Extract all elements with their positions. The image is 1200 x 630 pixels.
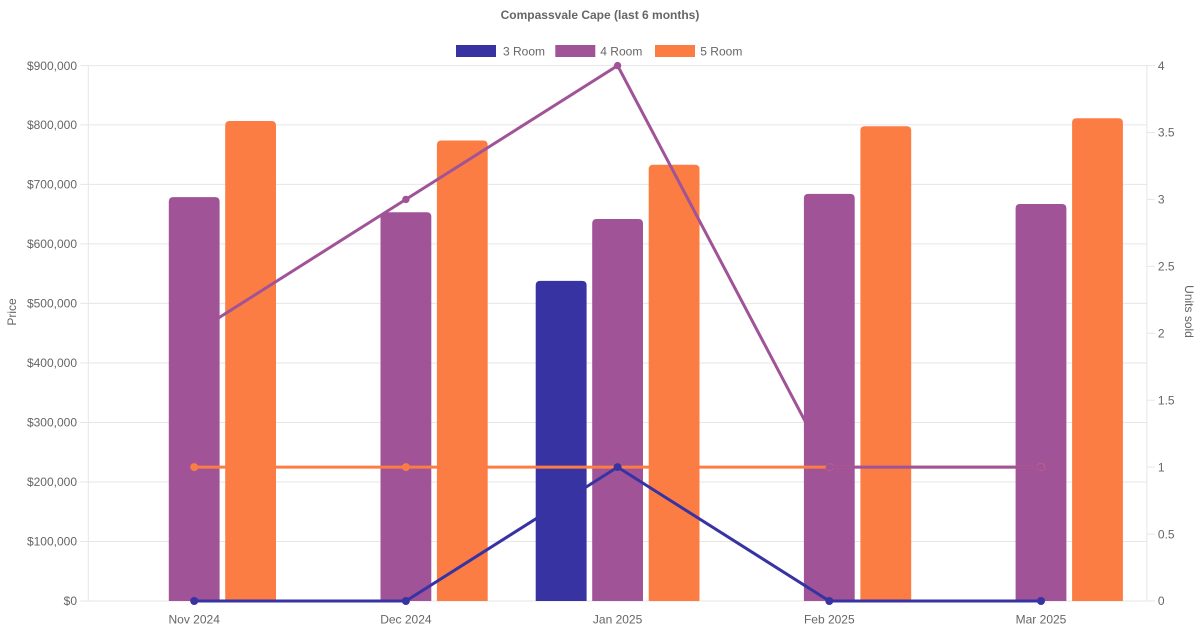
svg-text:$900,000: $900,000	[27, 59, 77, 73]
svg-text:1.5: 1.5	[1158, 393, 1175, 407]
svg-text:$800,000: $800,000	[27, 118, 77, 132]
svg-text:3 Room: 3 Room	[503, 44, 545, 58]
svg-text:Feb 2025: Feb 2025	[804, 613, 855, 627]
svg-text:Units sold: Units sold	[1182, 285, 1196, 338]
svg-text:$500,000: $500,000	[27, 297, 77, 311]
svg-text:$300,000: $300,000	[27, 416, 77, 430]
svg-text:2.5: 2.5	[1158, 260, 1175, 274]
svg-text:2: 2	[1158, 327, 1165, 341]
svg-text:Compassvale Cape (last 6 month: Compassvale Cape (last 6 months)	[501, 8, 700, 22]
svg-text:3: 3	[1158, 193, 1165, 207]
svg-text:$600,000: $600,000	[27, 237, 77, 251]
svg-text:$100,000: $100,000	[27, 535, 77, 549]
svg-text:4 Room: 4 Room	[600, 44, 642, 58]
svg-text:Jan 2025: Jan 2025	[593, 613, 643, 627]
svg-text:0.5: 0.5	[1158, 527, 1175, 541]
svg-text:5 Room: 5 Room	[700, 44, 742, 58]
svg-text:$0: $0	[64, 594, 78, 608]
svg-text:4: 4	[1158, 59, 1165, 73]
svg-text:$400,000: $400,000	[27, 356, 77, 370]
svg-text:1: 1	[1158, 460, 1165, 474]
svg-text:3.5: 3.5	[1158, 126, 1175, 140]
svg-text:Mar 2025: Mar 2025	[1016, 613, 1067, 627]
svg-text:Nov 2024: Nov 2024	[169, 613, 221, 627]
svg-text:$200,000: $200,000	[27, 475, 77, 489]
svg-text:Price: Price	[5, 298, 19, 326]
svg-text:Dec 2024: Dec 2024	[380, 613, 432, 627]
svg-text:0: 0	[1158, 594, 1165, 608]
svg-text:$700,000: $700,000	[27, 178, 77, 192]
